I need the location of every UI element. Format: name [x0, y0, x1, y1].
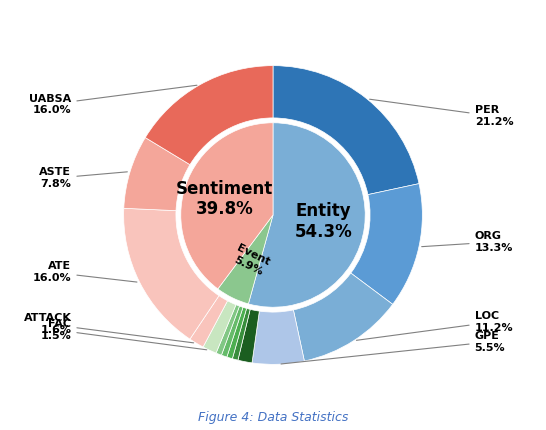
Text: ATTACK
1.6%: ATTACK 1.6% [23, 313, 194, 343]
Text: GPE
5.5%: GPE 5.5% [281, 331, 505, 364]
Wedge shape [252, 310, 304, 364]
Text: Sentiment
39.8%: Sentiment 39.8% [176, 180, 274, 218]
Text: PER
21.2%: PER 21.2% [370, 99, 513, 127]
Text: Event
5.9%: Event 5.9% [230, 243, 271, 278]
Wedge shape [222, 306, 243, 357]
Wedge shape [293, 273, 393, 361]
Text: ATE
16.0%: ATE 16.0% [33, 261, 137, 283]
Wedge shape [216, 305, 240, 355]
Text: Entity
54.3%: Entity 54.3% [294, 203, 352, 241]
Wedge shape [351, 184, 423, 304]
Wedge shape [123, 208, 219, 339]
Wedge shape [145, 66, 273, 165]
Wedge shape [227, 307, 247, 359]
Wedge shape [233, 308, 250, 360]
Wedge shape [181, 123, 273, 289]
Wedge shape [190, 296, 228, 347]
Wedge shape [273, 66, 419, 195]
Text: UABSA
16.0%: UABSA 16.0% [29, 85, 197, 115]
Text: ORG
13.3%: ORG 13.3% [422, 231, 513, 253]
Text: FAC
1.5%: FAC 1.5% [40, 319, 207, 350]
Wedge shape [124, 138, 190, 211]
Wedge shape [218, 215, 273, 304]
Text: LOC
11.2%: LOC 11.2% [357, 311, 513, 340]
Text: ASTE
7.8%: ASTE 7.8% [39, 167, 127, 189]
Wedge shape [203, 301, 236, 353]
Text: Figure 4: Data Statistics: Figure 4: Data Statistics [198, 412, 348, 424]
Wedge shape [238, 309, 259, 363]
Wedge shape [248, 123, 365, 307]
